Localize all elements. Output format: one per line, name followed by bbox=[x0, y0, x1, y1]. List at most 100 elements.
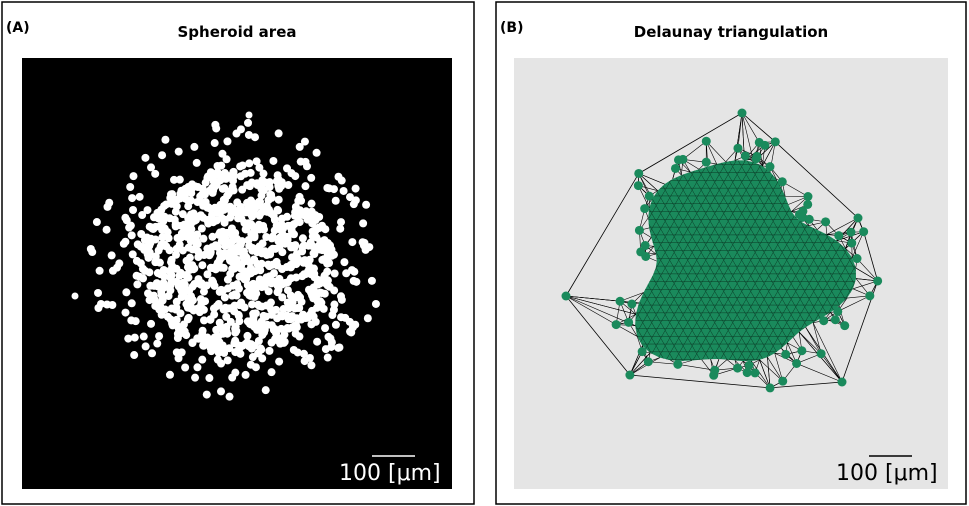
cell-point bbox=[362, 200, 371, 209]
mesh-edge bbox=[629, 352, 651, 376]
cell-point bbox=[208, 232, 217, 241]
boundary-point bbox=[834, 231, 844, 241]
mesh-edge bbox=[635, 163, 757, 362]
cell-point bbox=[97, 299, 106, 308]
mesh-edge bbox=[737, 177, 857, 362]
cell-point bbox=[105, 198, 114, 207]
mesh-edge bbox=[826, 217, 859, 235]
cell-point bbox=[194, 247, 203, 256]
boundary-point bbox=[781, 349, 791, 359]
cell-point bbox=[244, 270, 253, 279]
cell-point bbox=[271, 216, 280, 225]
mesh-edge bbox=[774, 353, 784, 382]
cell-point bbox=[313, 337, 322, 346]
cell-point bbox=[167, 255, 176, 264]
cell-point bbox=[283, 324, 292, 333]
cell-point bbox=[163, 228, 172, 237]
cell-point bbox=[262, 273, 271, 282]
cell-point bbox=[198, 330, 207, 339]
cell-point bbox=[284, 181, 293, 190]
cell-point bbox=[128, 194, 137, 203]
mesh-edge bbox=[635, 175, 736, 362]
cell-point bbox=[301, 208, 310, 217]
cell-point bbox=[155, 332, 164, 341]
cell-point bbox=[234, 247, 243, 256]
boundary-point bbox=[792, 358, 802, 368]
cell-point bbox=[156, 242, 165, 251]
cell-point bbox=[302, 162, 311, 171]
boundary-point bbox=[873, 276, 883, 286]
mesh-edge bbox=[723, 160, 857, 362]
cell-point bbox=[327, 342, 336, 351]
cell-point bbox=[129, 172, 138, 181]
cell-point bbox=[71, 292, 79, 300]
cell-point bbox=[317, 298, 326, 307]
cell-point bbox=[275, 357, 284, 366]
cell-point bbox=[192, 158, 201, 167]
cell-point bbox=[151, 256, 160, 265]
cell-point bbox=[92, 218, 101, 227]
cell-point bbox=[190, 142, 199, 151]
cell-point bbox=[210, 217, 219, 226]
cell-point bbox=[213, 243, 222, 252]
cell-point bbox=[311, 226, 320, 235]
cell-point bbox=[210, 281, 219, 290]
cell-point bbox=[323, 259, 332, 268]
cell-point bbox=[305, 255, 314, 264]
cell-point bbox=[161, 135, 170, 144]
boundary-point bbox=[744, 360, 754, 370]
cell-point bbox=[159, 283, 168, 292]
cell-point bbox=[257, 283, 266, 292]
boundary-point bbox=[804, 214, 814, 224]
cell-point bbox=[187, 189, 196, 198]
cell-point bbox=[121, 237, 130, 246]
boundary-point bbox=[634, 225, 644, 235]
cell-point bbox=[145, 296, 154, 305]
cell-point bbox=[342, 269, 351, 278]
cell-point bbox=[321, 324, 330, 333]
cell-point bbox=[233, 280, 242, 289]
boundary-point bbox=[641, 251, 651, 261]
cell-point bbox=[287, 241, 296, 250]
cell-point bbox=[171, 305, 180, 314]
cell-point bbox=[139, 332, 148, 341]
cell-point bbox=[265, 262, 274, 271]
spheroid-image bbox=[22, 58, 452, 489]
cell-point bbox=[278, 214, 287, 223]
cell-point bbox=[279, 338, 288, 347]
cell-point bbox=[277, 220, 286, 229]
cell-point bbox=[224, 204, 233, 213]
cell-point bbox=[293, 348, 302, 357]
cell-point bbox=[126, 183, 135, 192]
boundary-point bbox=[633, 181, 643, 191]
cell-point bbox=[249, 317, 258, 326]
boundary-point bbox=[709, 370, 719, 380]
mesh-edge bbox=[762, 141, 776, 167]
cell-point bbox=[248, 300, 257, 309]
mesh-edge bbox=[635, 160, 777, 362]
cell-point bbox=[147, 163, 156, 172]
cell-point bbox=[242, 224, 251, 233]
cell-point bbox=[308, 214, 317, 223]
mesh-edge bbox=[751, 360, 771, 389]
panel-title: Spheroid area bbox=[177, 23, 296, 41]
cell-point bbox=[286, 299, 295, 308]
cell-point bbox=[267, 190, 276, 199]
boundary-point bbox=[637, 347, 647, 357]
cell-point bbox=[161, 214, 170, 223]
cell-point bbox=[298, 234, 307, 243]
cell-point bbox=[184, 273, 193, 282]
cell-point bbox=[240, 218, 249, 227]
cell-point bbox=[135, 192, 144, 201]
cell-point bbox=[349, 200, 358, 209]
cell-point bbox=[267, 368, 276, 377]
cell-point bbox=[265, 346, 274, 355]
mesh-edge bbox=[635, 160, 784, 362]
cell-point bbox=[214, 332, 223, 341]
cell-point bbox=[309, 249, 318, 258]
cell-point bbox=[269, 277, 278, 286]
cell-point bbox=[278, 293, 287, 302]
cell-point bbox=[215, 318, 224, 327]
scale-bar-label: 100 [μm] bbox=[339, 461, 441, 486]
cell-point bbox=[274, 129, 283, 138]
